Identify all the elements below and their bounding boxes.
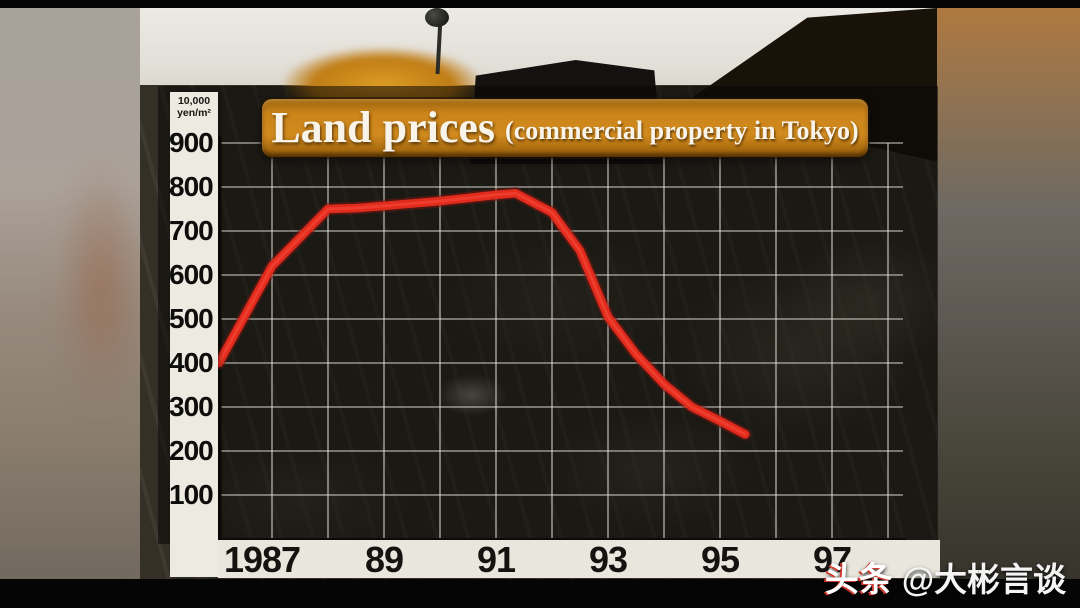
letterbox-top [0, 0, 1080, 8]
letterbox-bottom [0, 579, 1080, 608]
x-axis-strip [218, 540, 940, 578]
blurred-edge-left [0, 6, 147, 602]
watermark-brand: 头条 [824, 561, 893, 599]
x-axis-label: 91 [476, 539, 516, 580]
y-axis-label: 500 [169, 303, 214, 334]
y-axis-label: 900 [169, 127, 214, 158]
unit-line-1: 10,000 [177, 95, 211, 107]
x-axis-label: 93 [588, 539, 628, 580]
y-axis-label: 700 [169, 215, 214, 246]
y-axis-label: 600 [169, 259, 214, 290]
y-axis-unit-label: 10,000 yen/m² [170, 95, 218, 119]
y-axis-label: 800 [169, 171, 214, 202]
x-axis-label: 97 [812, 539, 852, 580]
y-axis-strip [170, 92, 218, 577]
watermark-account: @大彬言谈 [901, 561, 1066, 598]
x-axis-label: 1987 [223, 539, 301, 580]
chart-subtitle: (commercial property in Tokyo) [505, 116, 859, 145]
watermark: 头条 @大彬言谈 [825, 552, 1066, 601]
blur-blotch [56, 155, 147, 415]
street-lamp-icon [425, 8, 449, 27]
chart-title-banner: Land prices (commercial property in Toky… [262, 99, 868, 157]
y-axis-label: 400 [169, 347, 214, 378]
y-axis-label: 200 [169, 435, 214, 466]
x-axis-label: 95 [700, 539, 740, 580]
y-axis-label: 100 [169, 479, 214, 510]
blurred-edge-right [937, 6, 1080, 602]
y-axis-label: 300 [169, 391, 214, 422]
x-axis-label: 89 [364, 539, 404, 580]
chart-title: Land prices [271, 103, 496, 152]
unit-line-2: yen/m² [177, 107, 211, 119]
